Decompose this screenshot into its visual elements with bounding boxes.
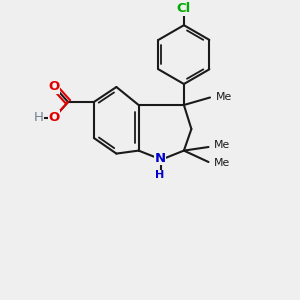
Text: H: H — [34, 111, 43, 124]
Text: Me: Me — [215, 92, 232, 103]
Text: N: N — [154, 152, 166, 165]
Text: Cl: Cl — [177, 2, 191, 15]
Text: Me: Me — [214, 140, 230, 151]
Text: Me: Me — [214, 158, 230, 169]
Text: O: O — [48, 111, 60, 124]
Text: O: O — [48, 80, 60, 93]
Text: H: H — [155, 170, 165, 180]
